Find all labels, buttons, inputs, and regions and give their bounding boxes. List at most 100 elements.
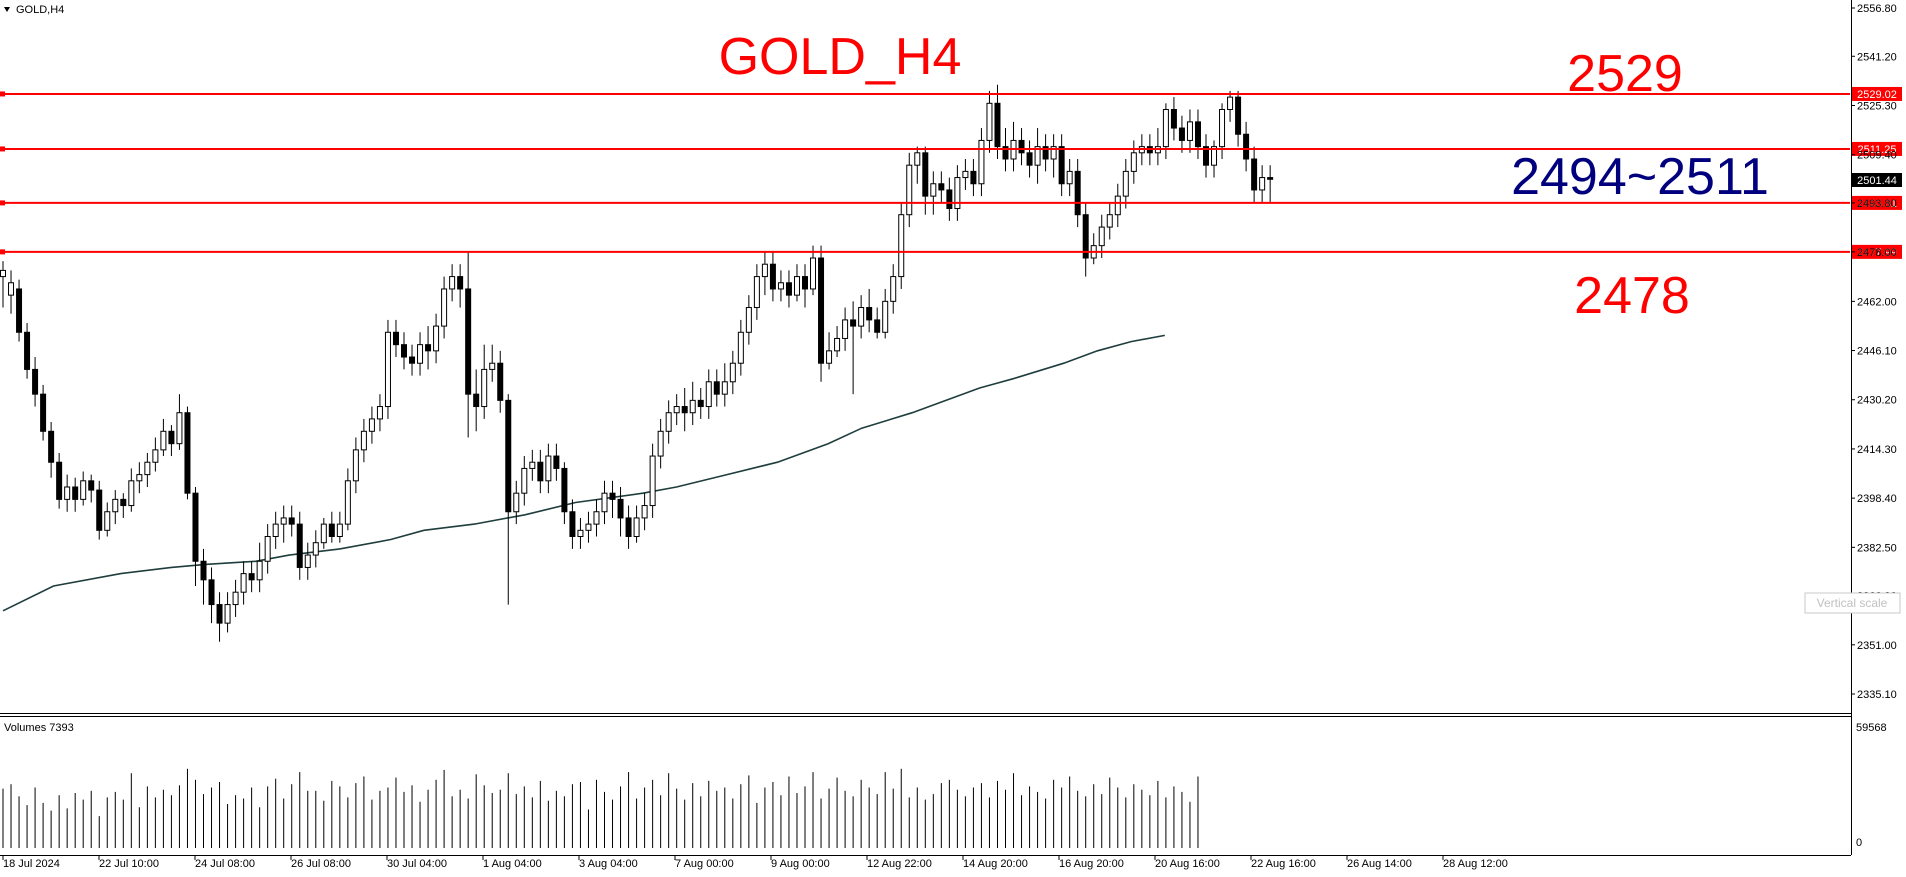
candle-bullish [489,362,496,370]
price-axis-tick-label: 2462.00 [1857,296,1897,308]
range-annotation: 2494~2511 [1511,148,1769,206]
candle-bearish [1170,108,1177,129]
candle-bearish [192,492,199,562]
candle-bearish [922,152,929,197]
candle-bearish [24,331,31,370]
level-anchor-handle[interactable] [0,249,5,255]
candle-bullish [481,368,488,408]
candle-bullish [689,399,696,414]
candle-bullish [160,430,167,451]
price-axis-tick-label: 2414.30 [1857,444,1897,456]
candle-bullish [1186,121,1193,141]
time-axis-tick-label: 1 Aug 04:00 [483,858,542,870]
candle-bearish [288,517,295,525]
candle-bearish [48,430,55,463]
candle-bearish [769,263,776,290]
candle-bullish [1259,177,1266,191]
time-axis-tick-label: 16 Aug 20:00 [1059,858,1124,870]
candle-bullish [721,381,728,395]
candle-bullish [930,183,937,197]
candle-bearish [40,393,47,432]
candle-bearish [1074,170,1081,216]
candle-bullish [793,276,800,296]
candle-bullish [1162,108,1169,148]
candle-bearish [994,102,1001,148]
candle-bullish [352,449,359,482]
candle-bullish [1122,170,1129,197]
candle-bullish [1114,195,1121,216]
volume-zero-label: 0 [1856,837,1862,849]
level-price-tag [1852,195,1902,210]
candle-bullish [1219,108,1226,148]
current-price-label: 2501.44 [1857,175,1897,187]
candle-bearish [72,486,79,500]
time-axis-tick-label: 7 Aug 00:00 [675,858,734,870]
candle-bearish [970,170,977,185]
candle-bearish [625,517,632,538]
candle-bearish [609,492,616,500]
candle-bearish [248,573,255,581]
price-axis-tick-label: 2382.50 [1857,542,1897,554]
time-axis[interactable]: 18 Jul 2024 22 Jul 10:00 24 Jul 08:00 26 Ju… [2,856,1508,870]
level-anchor-handle[interactable] [0,200,5,206]
candle-bullish [914,152,921,166]
candle-bullish [112,498,119,513]
candle-bearish [1235,96,1242,135]
candle-bearish [409,356,416,364]
price-axis-tick-label: 2493.80 [1857,198,1897,210]
candle-bullish [433,325,440,352]
candle-bearish [713,381,720,395]
candle-bullish [1034,146,1041,166]
candle-bullish [641,505,648,519]
level-price-tag [1852,141,1902,156]
time-axis-tick-label: 14 Aug 20:00 [963,858,1028,870]
candle-bullish [601,492,608,513]
candle-bullish [360,430,367,451]
time-axis-tick-label: 28 Aug 12:00 [1443,858,1508,870]
candle-bearish [938,183,945,191]
horizontal-levels-layer[interactable]: 2529.02 2511.25 2493.81 2477.99 [0,86,1902,259]
price-axis-tick-label: 2430.20 [1857,395,1897,407]
candle-bullish [729,362,736,383]
level-price-label: 2477.99 [1857,247,1897,259]
time-axis-tick-label: 3 Aug 04:00 [579,858,638,870]
candle-bullish [441,288,448,327]
candle-bullish [545,455,552,482]
candle-bullish [128,480,135,507]
candle-bullish [272,523,279,538]
candle-bearish [56,461,63,500]
candle-bullish [264,536,271,562]
candle-bearish [1002,146,1009,160]
candle-bearish [681,406,688,414]
candle-bearish [425,344,432,352]
candle-bullish [449,276,456,290]
candle-bearish [328,523,335,538]
candle-bullish [665,412,672,432]
candle-bearish [401,344,407,358]
price-axis-tick-label: 2398.40 [1857,493,1897,505]
candle-bullish [232,591,239,606]
candle-bullish [304,554,311,568]
volume-max-label: 59568 [1856,722,1887,734]
candle-bullish [1130,152,1137,172]
candle-bearish [617,498,624,519]
candle-bearish [1018,139,1025,154]
candle-bullish [8,282,15,296]
candle-bearish [1243,133,1250,160]
level-anchor-handle[interactable] [0,91,5,97]
level-anchor-handle[interactable] [0,146,5,152]
candle-bearish [1178,127,1185,141]
candle-bullish [649,455,656,507]
candle-bearish [208,579,215,606]
moving-average-layer [2,334,1165,612]
candle-bearish [1267,177,1274,180]
time-axis-tick-label: 30 Jul 04:00 [387,858,447,870]
candle-bullish [1106,214,1113,228]
candle-bullish [1050,146,1057,160]
candle-bearish [1058,146,1065,185]
candle-bearish [818,257,825,364]
candle-bullish [978,139,985,185]
chart-menu-arrow-icon[interactable] [4,7,10,12]
